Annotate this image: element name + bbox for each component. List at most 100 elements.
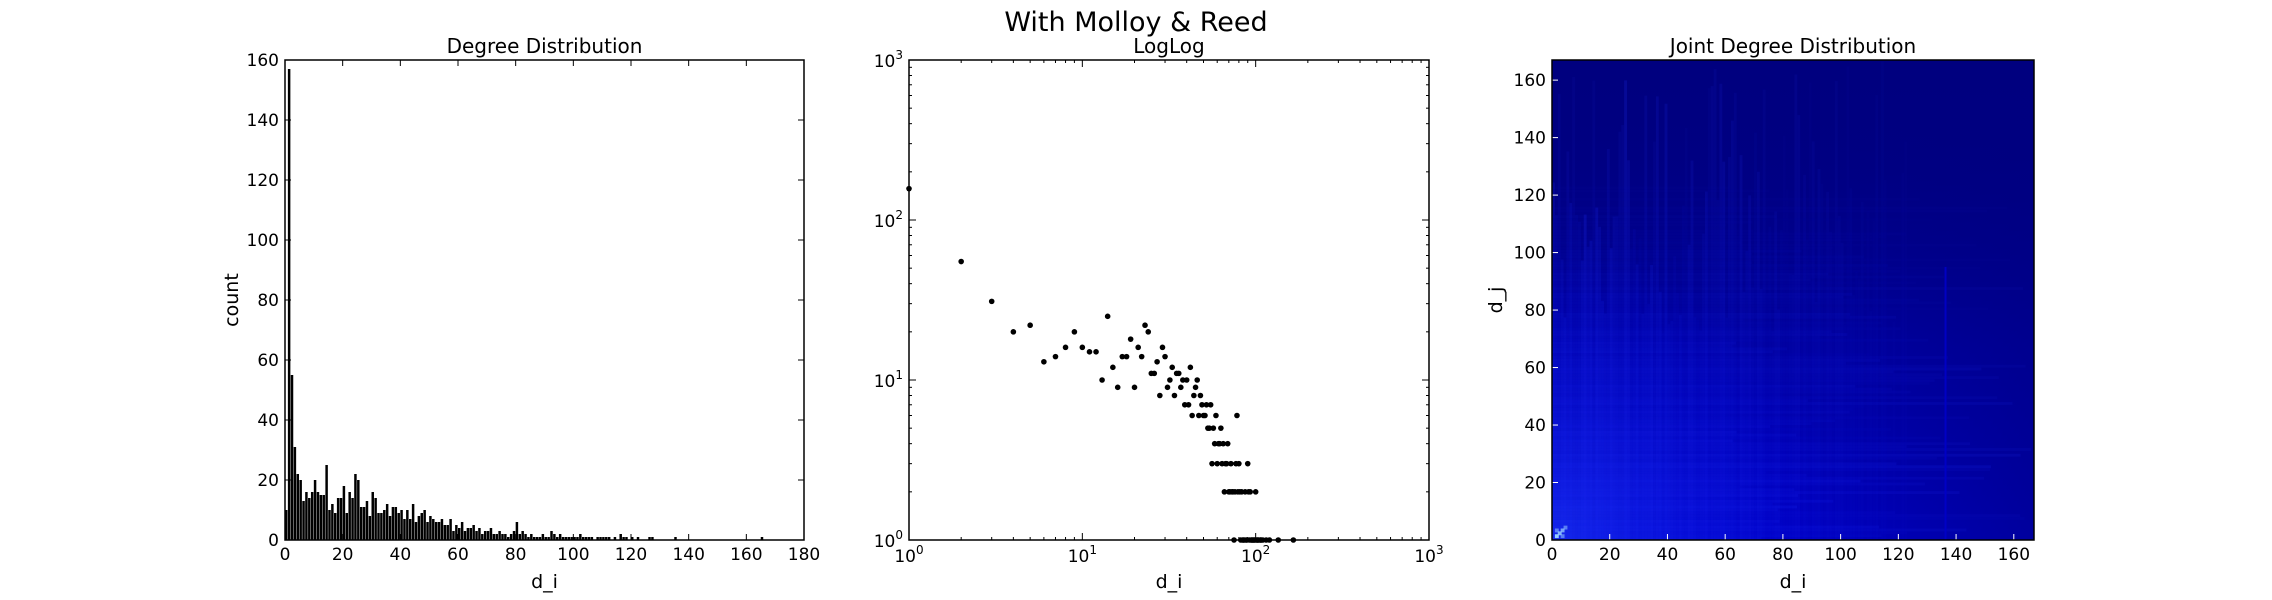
degree-distribution-xlabel: d_i: [531, 571, 558, 593]
heatmap-column-band: [1644, 95, 1648, 540]
heatmap-row-band: [1552, 215, 1777, 218]
heatmap-column-band: [1696, 319, 1700, 540]
heatmap-row-band: [1552, 433, 1797, 437]
degree-bar: [432, 519, 435, 540]
heatmap-column-band: [1699, 330, 1703, 540]
heatmap-row-band: [1552, 356, 1949, 359]
heatmap-column-band: [1569, 202, 1573, 540]
heatmap-column-band: [1612, 216, 1616, 540]
degree-distribution-title: Degree Distribution: [447, 34, 643, 58]
heatmap-peak-cell: [1560, 534, 1565, 539]
heatmap-peak-cell: [1560, 528, 1565, 533]
heatmap-column-band: [1678, 314, 1682, 540]
degree-bar: [636, 537, 640, 540]
heatmap-row-band: [1552, 361, 1847, 365]
heatmap-column-band: [1846, 66, 1849, 540]
loglog-point: [1154, 358, 1160, 365]
degree-bar: [408, 519, 412, 540]
degree-distribution-panel: Degree Distribution 0 20 40 60 80 100 120 140 16…: [221, 34, 820, 593]
heatmap-row-band: [1552, 315, 1897, 319]
heatmap-row-band: [1552, 338, 1929, 342]
heatmap-column-band: [1658, 291, 1662, 540]
heatmap-column-band: [1811, 141, 1815, 540]
heatmap-row-band: [1552, 350, 1773, 354]
loglog-point: [1104, 313, 1111, 320]
heatmap-column-band: [1560, 259, 1564, 540]
x-tick-label: 120: [1882, 545, 1914, 565]
degree-bar: [319, 495, 323, 540]
degree-bar: [342, 486, 346, 540]
degree-bar: [541, 534, 545, 540]
heatmap-row-band: [1552, 479, 1861, 483]
heatmap-peak-cell: [1563, 525, 1568, 530]
degree-bar: [651, 537, 654, 540]
degree-distribution-ylabel: count: [221, 273, 243, 327]
heatmap-row-band: [1552, 367, 1982, 371]
degree-bar: [339, 498, 343, 540]
heatmap-row-band: [1552, 301, 1951, 304]
y-tick-label: 100: [1514, 244, 1546, 264]
heatmap-row-band: [1552, 244, 1977, 247]
x-tick-label: 120: [615, 545, 647, 565]
degree-bar: [489, 528, 493, 540]
loglog-point: [1203, 401, 1210, 408]
heatmap-column-band: [1794, 74, 1798, 541]
degree-bar: [290, 375, 294, 540]
x-tick-label: 20: [1599, 545, 1621, 565]
heatmap-row-band: [1552, 230, 1754, 233]
loglog-point: [1228, 460, 1234, 467]
heatmap-row-band: [1552, 496, 1799, 500]
heatmap-row-band: [1552, 439, 1733, 443]
heatmap-column-band: [1615, 216, 1619, 540]
heatmap-row-band: [1552, 485, 1740, 489]
degree-bar: [380, 513, 383, 540]
heatmap-column-band: [1670, 320, 1674, 540]
x-tick-label: 101: [1068, 543, 1097, 567]
heatmap-column-band: [1716, 200, 1720, 540]
heatmap-column-band: [1768, 226, 1772, 540]
degree-bar: [385, 504, 389, 540]
heatmap-column-band: [1664, 103, 1668, 540]
degree-bar: [483, 531, 487, 540]
heatmap-row-band: [1552, 207, 2007, 210]
heatmap-column-band: [1774, 211, 1778, 541]
y-tick-label: 100: [247, 231, 279, 251]
heatmap-row-band: [1552, 491, 1960, 495]
loglog-point: [1114, 384, 1121, 391]
degree-bar: [391, 507, 395, 540]
degree-bar: [596, 537, 599, 540]
loglog-point: [1252, 489, 1259, 495]
heatmap-column-band: [1690, 160, 1694, 540]
heatmap-row-band: [1552, 476, 1985, 480]
heatmap-column-band: [1840, 242, 1844, 540]
joint-degree-title: Joint Degree Distribution: [1668, 34, 1916, 58]
heatmap-row-band: [1552, 364, 2026, 368]
degree-bar: [535, 537, 539, 540]
x-tick-label: 80: [505, 545, 527, 565]
degree-bar: [426, 522, 429, 540]
heatmap-column-band: [1586, 246, 1590, 540]
degree-bar: [285, 510, 288, 540]
degree-bar: [354, 474, 357, 540]
heatmap-row-band: [1552, 514, 2021, 518]
heatmap-column-band: [1583, 214, 1587, 540]
degree-bar: [388, 516, 392, 540]
heatmap-row-band: [1552, 379, 1935, 382]
degree-bar: [313, 480, 317, 540]
heatmap-row-band: [1552, 290, 1767, 293]
heatmap-row-band: [1552, 425, 1771, 428]
loglog-point: [1145, 329, 1152, 335]
heatmap-column-band: [1632, 229, 1636, 540]
heatmap-column-band: [1849, 188, 1853, 540]
x-tick-label: 160: [730, 545, 762, 565]
heatmap-row-band: [1552, 413, 1726, 417]
heatmap-column-band: [1742, 291, 1746, 540]
heatmap-column-band: [1817, 168, 1821, 540]
loglog-point: [1210, 425, 1217, 431]
degree-bar: [509, 534, 513, 540]
degree-bar: [455, 525, 458, 540]
heatmap-column-band: [1832, 233, 1835, 540]
y-tick-label: 80: [1524, 301, 1546, 321]
heatmap-row-band: [1552, 247, 1834, 250]
degree-bar: [328, 510, 331, 540]
